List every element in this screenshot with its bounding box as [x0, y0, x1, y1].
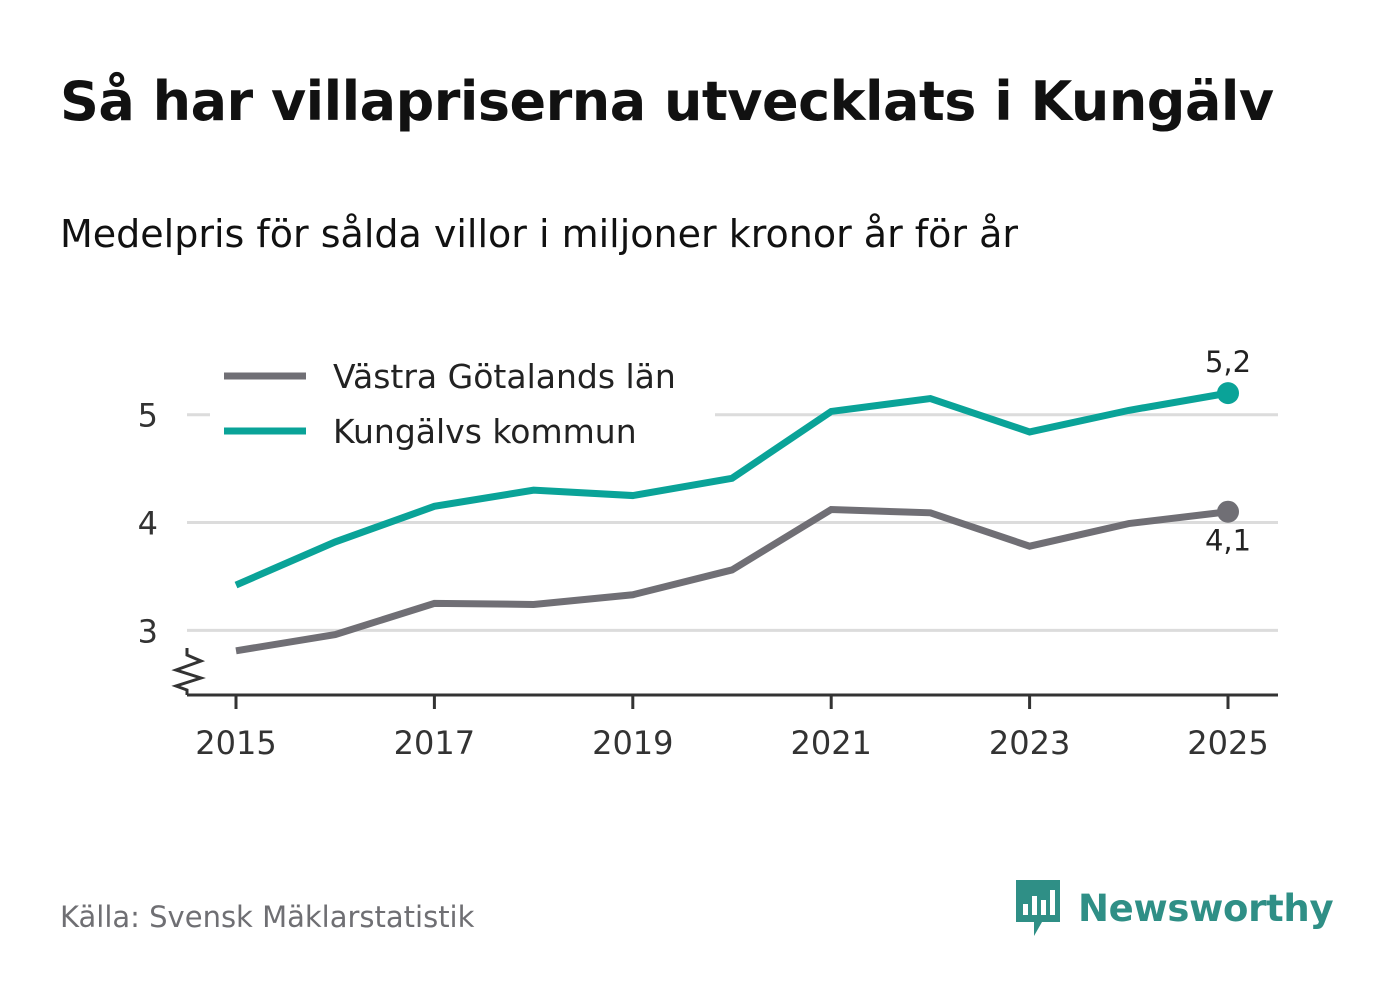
- x-tick-label-2017: 2017: [394, 724, 475, 762]
- legend-box: [210, 352, 715, 457]
- y-tick-label-5: 5: [138, 397, 158, 435]
- x-tick-label-2015: 2015: [195, 724, 276, 762]
- end-label-kungalvs-kommun: 5,2: [1205, 345, 1251, 379]
- axis-break-icon: [171, 648, 206, 695]
- y-tick-label-3: 3: [138, 612, 158, 650]
- end-point-vastra-gotalands-lan: [1217, 500, 1239, 523]
- end-label-vastra-gotalands-lan: 4,1: [1205, 524, 1251, 558]
- newsworthy-logo-icon: [1016, 880, 1060, 936]
- x-tick-label-2023: 2023: [989, 724, 1070, 762]
- series-line-vastra-gotalands-lan: [235, 506, 1229, 655]
- x-tick-label-2025: 2025: [1187, 724, 1268, 762]
- chart-title: Så har villapriserna utvecklats i Kungäl…: [60, 70, 1274, 133]
- y-tick-label-4: 4: [138, 505, 158, 543]
- legend-label-vastra-gotalands-lan: Västra Götalands län: [333, 357, 676, 396]
- brand-name: Newsworthy: [1078, 886, 1334, 930]
- brand-logo: Newsworthy: [1012, 878, 1334, 938]
- series-line-kungalvs-kommun: [234, 389, 1229, 589]
- end-point-kungalvs-kommun: [1217, 382, 1239, 405]
- source-note: Källa: Svensk Mäklarstatistik: [60, 900, 475, 934]
- x-tick-label-2021: 2021: [790, 724, 871, 762]
- x-tick-label-2019: 2019: [592, 724, 673, 762]
- chart-subtitle: Medelpris för sålda villor i miljoner kr…: [60, 212, 1019, 256]
- legend-label-kungalvs-kommun: Kungälvs kommun: [333, 412, 637, 451]
